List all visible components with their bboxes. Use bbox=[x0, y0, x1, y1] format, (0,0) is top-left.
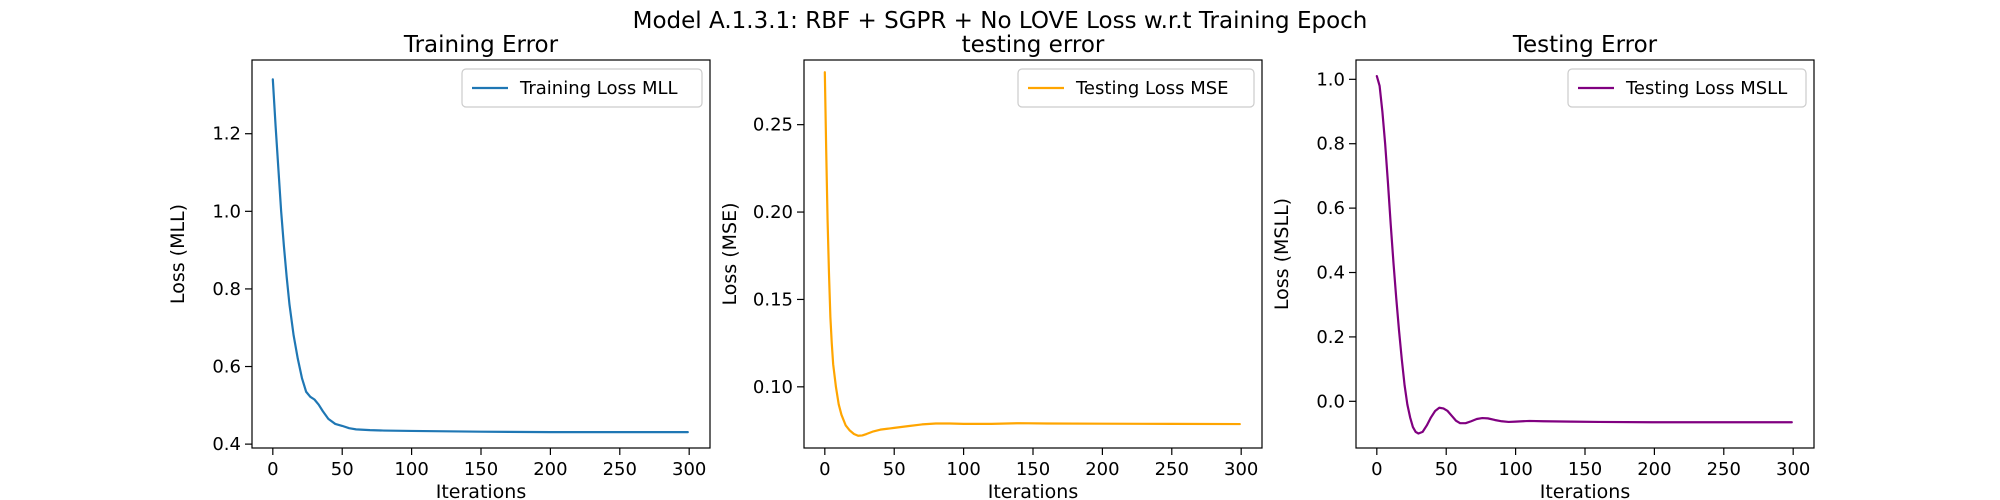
legend: Training Loss MLL bbox=[461, 68, 703, 108]
y-tick-label: 1.0 bbox=[212, 201, 241, 222]
legend-box bbox=[1017, 68, 1255, 108]
x-tick-label: 50 bbox=[1435, 459, 1458, 480]
y-tick-label: 0.25 bbox=[753, 115, 793, 136]
chart-panel-1: Training Error 0 50 100 150 200 250 300 0.4 0.6 0.… bbox=[167, 32, 711, 500]
y-tick-label: 0.6 bbox=[1316, 198, 1345, 219]
x-tick-label: 100 bbox=[946, 459, 980, 480]
legend-box bbox=[1567, 68, 1807, 108]
y-axis-label: Loss (MSLL) bbox=[1271, 198, 1293, 310]
legend-label: Testing Loss MSLL bbox=[1625, 78, 1787, 99]
legend: Testing Loss MSLL bbox=[1567, 68, 1807, 108]
panel-title: testing error bbox=[962, 32, 1105, 58]
y-tick-label: 0.20 bbox=[753, 202, 793, 223]
x-tick-label: 150 bbox=[1016, 459, 1050, 480]
x-tick-label: 100 bbox=[394, 459, 428, 480]
legend: Testing Loss MSE bbox=[1017, 68, 1255, 108]
x-axis-label: Iterations bbox=[436, 481, 527, 500]
series-line-1 bbox=[271, 78, 689, 434]
y-tick-label: 1.2 bbox=[212, 124, 241, 145]
axes-frame bbox=[803, 59, 1263, 449]
y-tick-label: 0.10 bbox=[753, 377, 793, 398]
x-tick-label: 150 bbox=[1568, 459, 1602, 480]
x-tick-label: 200 bbox=[1637, 459, 1671, 480]
legend-label: Training Loss MLL bbox=[519, 78, 678, 99]
figure-title: Model A.1.3.1: RBF + SGPR + No LOVE Loss… bbox=[633, 8, 1368, 34]
chart-panel-3: Testing Error 0 50 100 150 200 250 300 0.0 0.2 0.4… bbox=[1271, 32, 1815, 500]
y-tick-label: 0.6 bbox=[212, 357, 241, 378]
series-line-1 bbox=[1375, 74, 1793, 435]
y-tick-label: 0.4 bbox=[1316, 263, 1345, 284]
x-tick-label: 250 bbox=[1155, 459, 1189, 480]
x-tick-label: 0 bbox=[267, 459, 278, 480]
y-tick-label: 0.4 bbox=[212, 434, 241, 455]
x-tick-label: 300 bbox=[1224, 459, 1258, 480]
x-tick-label: 300 bbox=[1776, 459, 1810, 480]
y-tick-label: 0.15 bbox=[753, 289, 793, 310]
y-axis-label: Loss (MSE) bbox=[719, 203, 741, 306]
chart-panel-2: testing error 0 50 100 150 200 250 300 0.10 0.15 0… bbox=[719, 32, 1263, 500]
legend-label: Testing Loss MSE bbox=[1075, 78, 1229, 99]
x-tick-label: 0 bbox=[819, 459, 830, 480]
x-tick-label: 250 bbox=[603, 459, 637, 480]
x-tick-label: 100 bbox=[1498, 459, 1532, 480]
y-tick-label: 1.0 bbox=[1316, 69, 1345, 90]
x-tick-label: 300 bbox=[672, 459, 706, 480]
x-axis-label: Iterations bbox=[1540, 481, 1631, 500]
panel-title: Testing Error bbox=[1512, 32, 1658, 58]
y-tick-label: 0.0 bbox=[1316, 391, 1345, 412]
x-tick-label: 200 bbox=[533, 459, 567, 480]
legend-box bbox=[461, 68, 703, 108]
axes-frame bbox=[251, 59, 711, 449]
x-tick-label: 150 bbox=[464, 459, 498, 480]
series-line-1 bbox=[823, 71, 1241, 437]
x-tick-label: 50 bbox=[331, 459, 354, 480]
x-tick-label: 0 bbox=[1371, 459, 1382, 480]
panel-title: Training Error bbox=[403, 32, 559, 58]
y-tick-label: 0.8 bbox=[212, 279, 241, 300]
x-tick-label: 50 bbox=[883, 459, 906, 480]
axes-frame bbox=[1355, 59, 1815, 449]
x-tick-label: 250 bbox=[1707, 459, 1741, 480]
y-tick-label: 0.8 bbox=[1316, 134, 1345, 155]
x-tick-label: 200 bbox=[1085, 459, 1119, 480]
y-tick-label: 0.2 bbox=[1316, 327, 1345, 348]
y-axis-label: Loss (MLL) bbox=[167, 204, 189, 304]
x-axis-label: Iterations bbox=[988, 481, 1079, 500]
